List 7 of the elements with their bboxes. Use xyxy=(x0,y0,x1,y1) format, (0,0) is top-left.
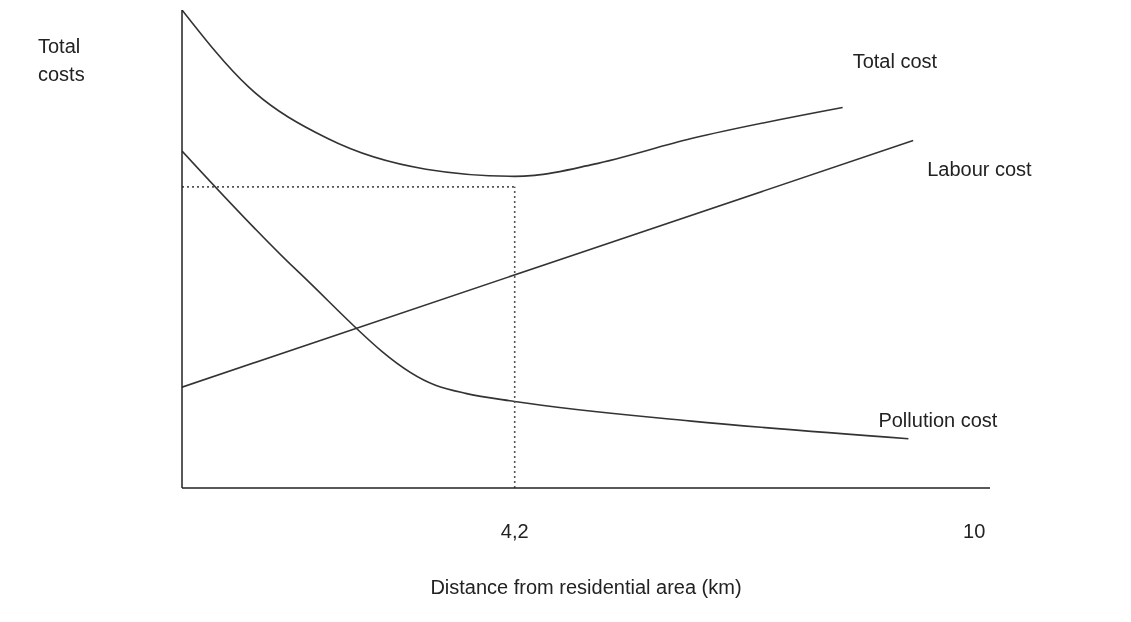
x-axis-title: Distance from residential area (km) xyxy=(430,576,742,598)
series-label: Total cost xyxy=(852,49,938,72)
y-axis-title: Total costs xyxy=(38,34,86,87)
series-label: Pollution cost xyxy=(878,408,998,431)
x-tick-label: 4,2 xyxy=(500,520,529,543)
series-label: Labour cost xyxy=(927,158,1033,181)
x-tick-label: 10 xyxy=(963,520,986,543)
